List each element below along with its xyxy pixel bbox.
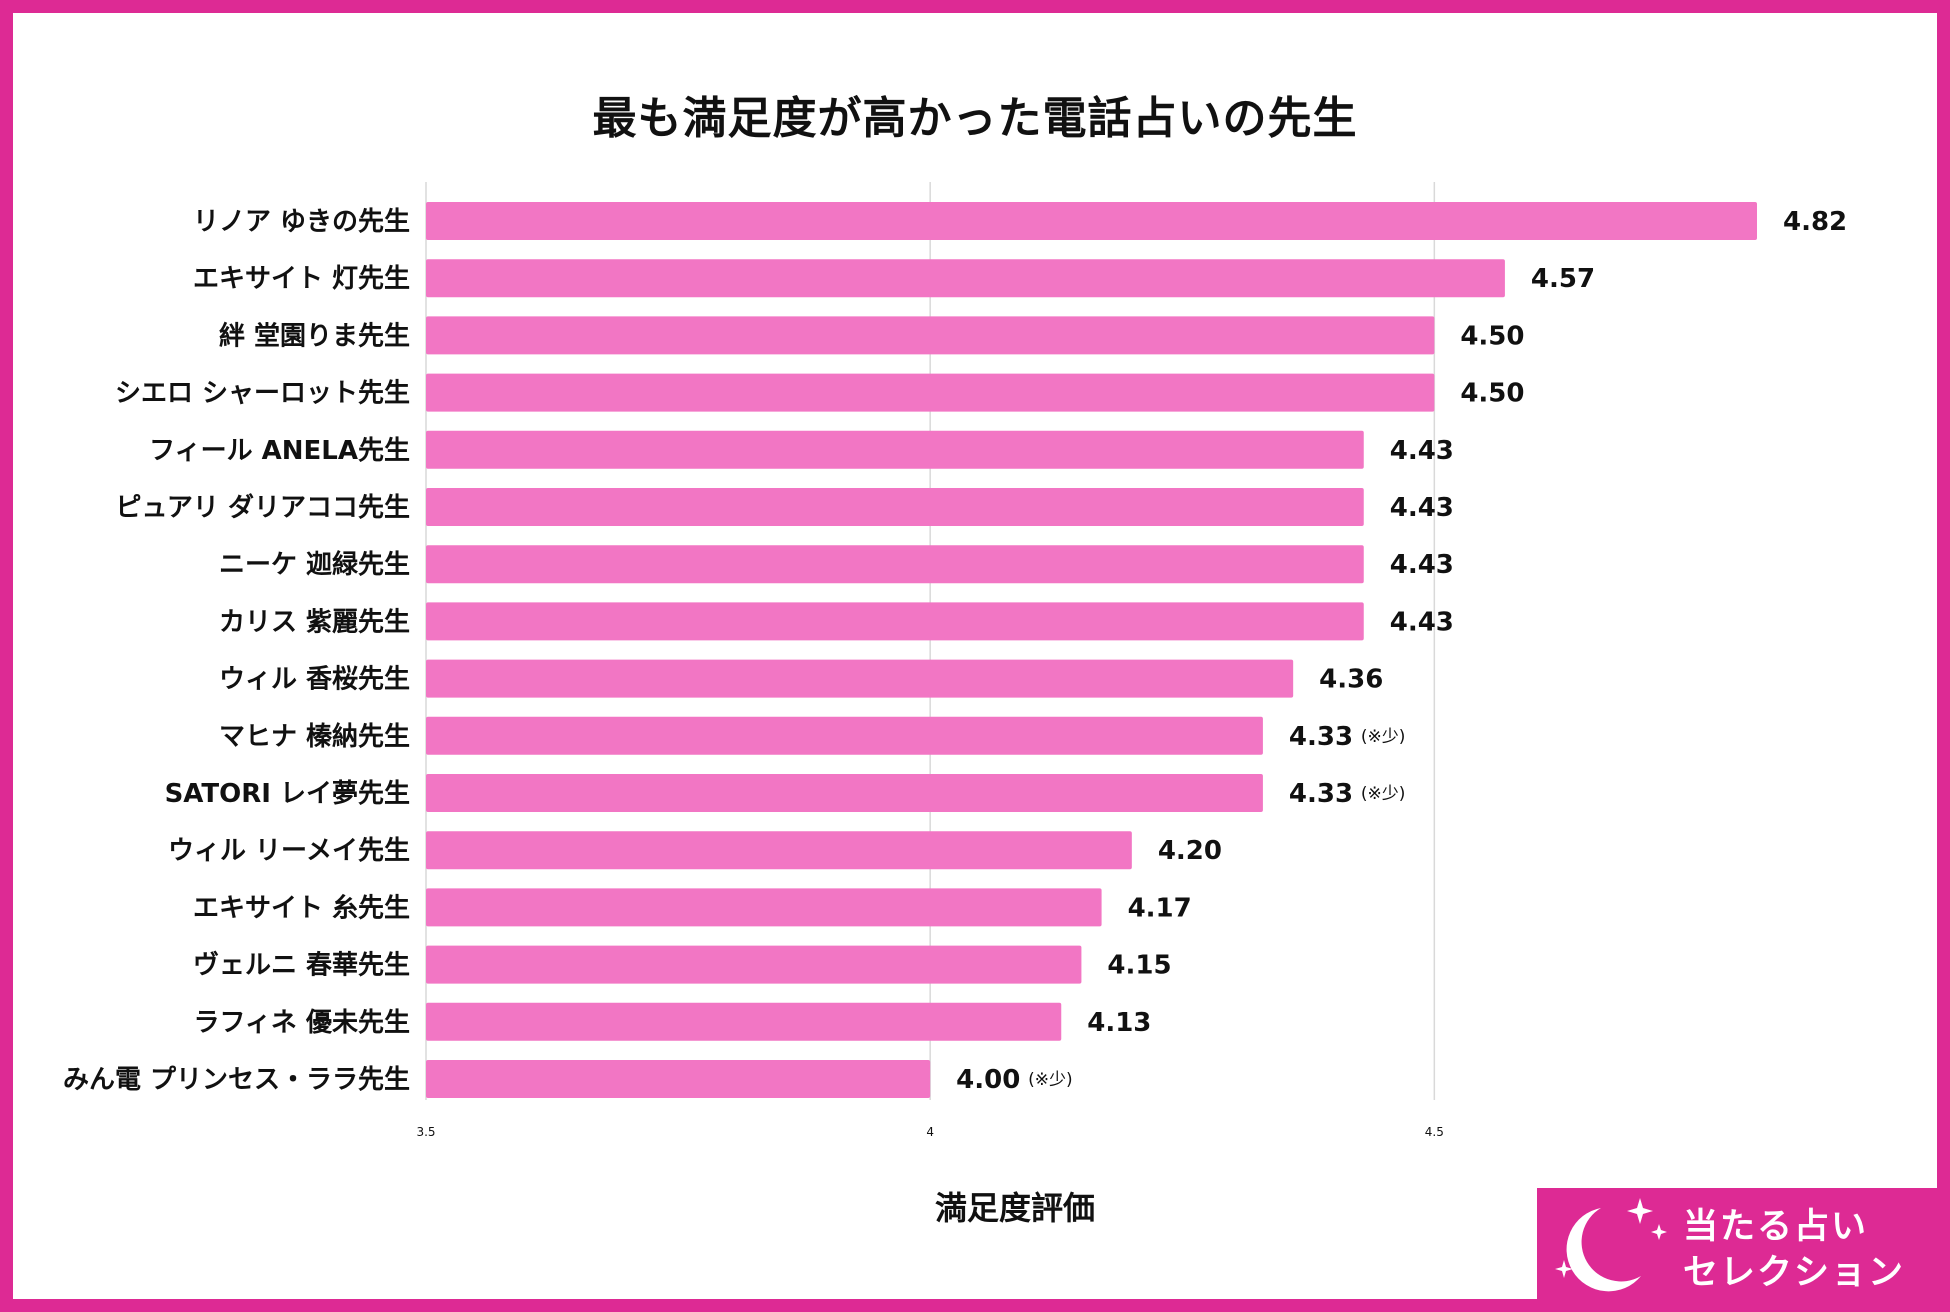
- bar: [426, 1002, 1062, 1041]
- data-label: 4.43: [1390, 493, 1454, 523]
- bar: [426, 602, 1364, 641]
- bar: [426, 659, 1294, 698]
- category-label: リノア ゆきの先生: [193, 207, 410, 237]
- bar: [426, 202, 1757, 240]
- brand-logo: 当たる占い セレクション: [1537, 1188, 1937, 1299]
- bar: [426, 774, 1263, 812]
- chart-title: 最も満足度が高かった電話占いの先生: [592, 93, 1358, 144]
- data-label: 4.33: [1289, 722, 1353, 752]
- category-label: カリス 紫麗先生: [219, 607, 410, 637]
- bar: [426, 259, 1505, 298]
- bar: [426, 373, 1435, 412]
- category-label: ピュアリ ダリアココ先生: [115, 492, 410, 523]
- data-label: 4.15: [1107, 951, 1171, 981]
- bar: [426, 430, 1364, 469]
- x-tick-label: 4.5: [1425, 1125, 1444, 1139]
- category-label: ウィル リーメイ先生: [168, 836, 410, 866]
- data-label: 4.43: [1390, 550, 1454, 580]
- category-label: マヒナ 榛納先生: [219, 721, 410, 752]
- bar: [426, 1060, 931, 1098]
- bar: [426, 716, 1263, 755]
- bar: [426, 945, 1082, 984]
- category-label: エキサイト 灯先生: [193, 264, 410, 294]
- data-label: 4.50: [1460, 321, 1524, 351]
- data-label: 4.57: [1531, 264, 1595, 294]
- data-label: 4.43: [1390, 607, 1454, 637]
- small-sample-note: (※少): [1361, 727, 1406, 747]
- data-label: 4.33: [1289, 779, 1353, 809]
- data-label: 4.50: [1460, 379, 1524, 409]
- category-label: みん電 プリンセス・ララ先生: [63, 1065, 410, 1095]
- logo-text-line2: セレクション: [1683, 1253, 1906, 1293]
- data-label: 4.17: [1128, 893, 1192, 923]
- data-label: 4.00: [956, 1065, 1020, 1095]
- bar: [426, 316, 1435, 355]
- data-label: 4.13: [1087, 1008, 1151, 1038]
- bar: [426, 488, 1364, 526]
- category-label: フィール ANELA先生: [149, 436, 410, 466]
- x-tick-label: 4: [926, 1125, 934, 1139]
- data-label: 4.20: [1158, 836, 1222, 866]
- bar: [426, 888, 1102, 927]
- category-label: SATORI レイ夢先生: [165, 779, 410, 809]
- data-label: 4.36: [1319, 665, 1383, 695]
- category-label: ヴェルニ 春華先生: [193, 950, 410, 981]
- logo-text-line1: 当たる占い: [1683, 1207, 1869, 1247]
- bar: [426, 545, 1364, 584]
- x-axis-label: 満足度評価: [934, 1189, 1095, 1227]
- small-sample-note: (※少): [1361, 784, 1406, 804]
- category-label: ラフィネ 優未先生: [193, 1008, 410, 1038]
- small-sample-note: (※少): [1028, 1070, 1073, 1090]
- category-label: ニーケ 迦緑先生: [219, 549, 410, 580]
- category-label: ウィル 香桜先生: [219, 665, 410, 695]
- data-label: 4.82: [1783, 207, 1847, 237]
- category-label: シエロ シャーロット先生: [115, 379, 410, 409]
- category-label: 絆 堂園りま先生: [219, 320, 410, 351]
- category-label: エキサイト 糸先生: [193, 893, 410, 923]
- x-tick-label: 3.5: [416, 1125, 435, 1139]
- moon-stars-icon: [1555, 1198, 1667, 1292]
- bar: [426, 831, 1132, 870]
- data-label: 4.43: [1390, 436, 1454, 466]
